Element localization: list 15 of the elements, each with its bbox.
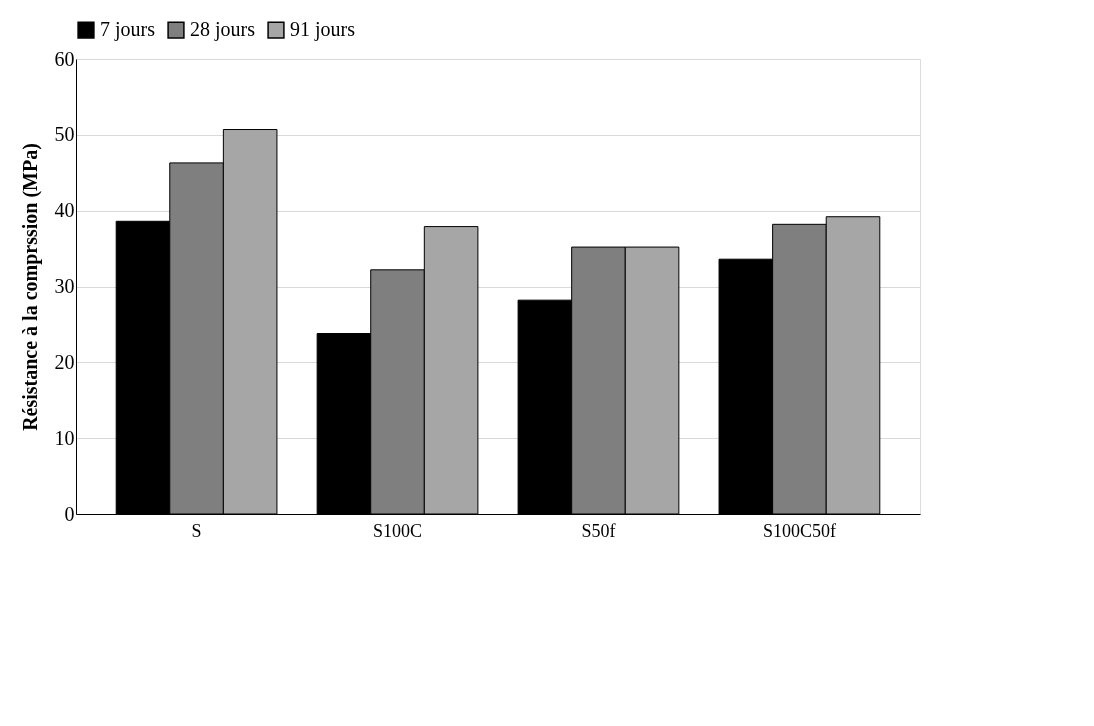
y-axis-title: Résistance à la comprssion (MPa)	[18, 143, 42, 431]
x-tick-label: S100C50f	[762, 520, 836, 541]
y-tick-label: 0	[64, 502, 75, 525]
y-tick-label: 20	[54, 350, 75, 373]
legend-label: 91 jours	[290, 18, 356, 42]
legend-label: 7 jours	[100, 18, 156, 42]
x-tick-label: S100C	[373, 520, 423, 541]
y-tick-label: 10	[54, 426, 75, 449]
x-tick-label: S50f	[581, 520, 616, 541]
y-tick-label: 50	[54, 123, 75, 146]
y-tick-label: 30	[54, 275, 75, 297]
legend-label: 28 jours	[190, 18, 256, 42]
y-tick-label: 60	[54, 47, 75, 70]
x-tick-label: S	[191, 520, 202, 541]
y-tick-label: 40	[54, 199, 75, 222]
